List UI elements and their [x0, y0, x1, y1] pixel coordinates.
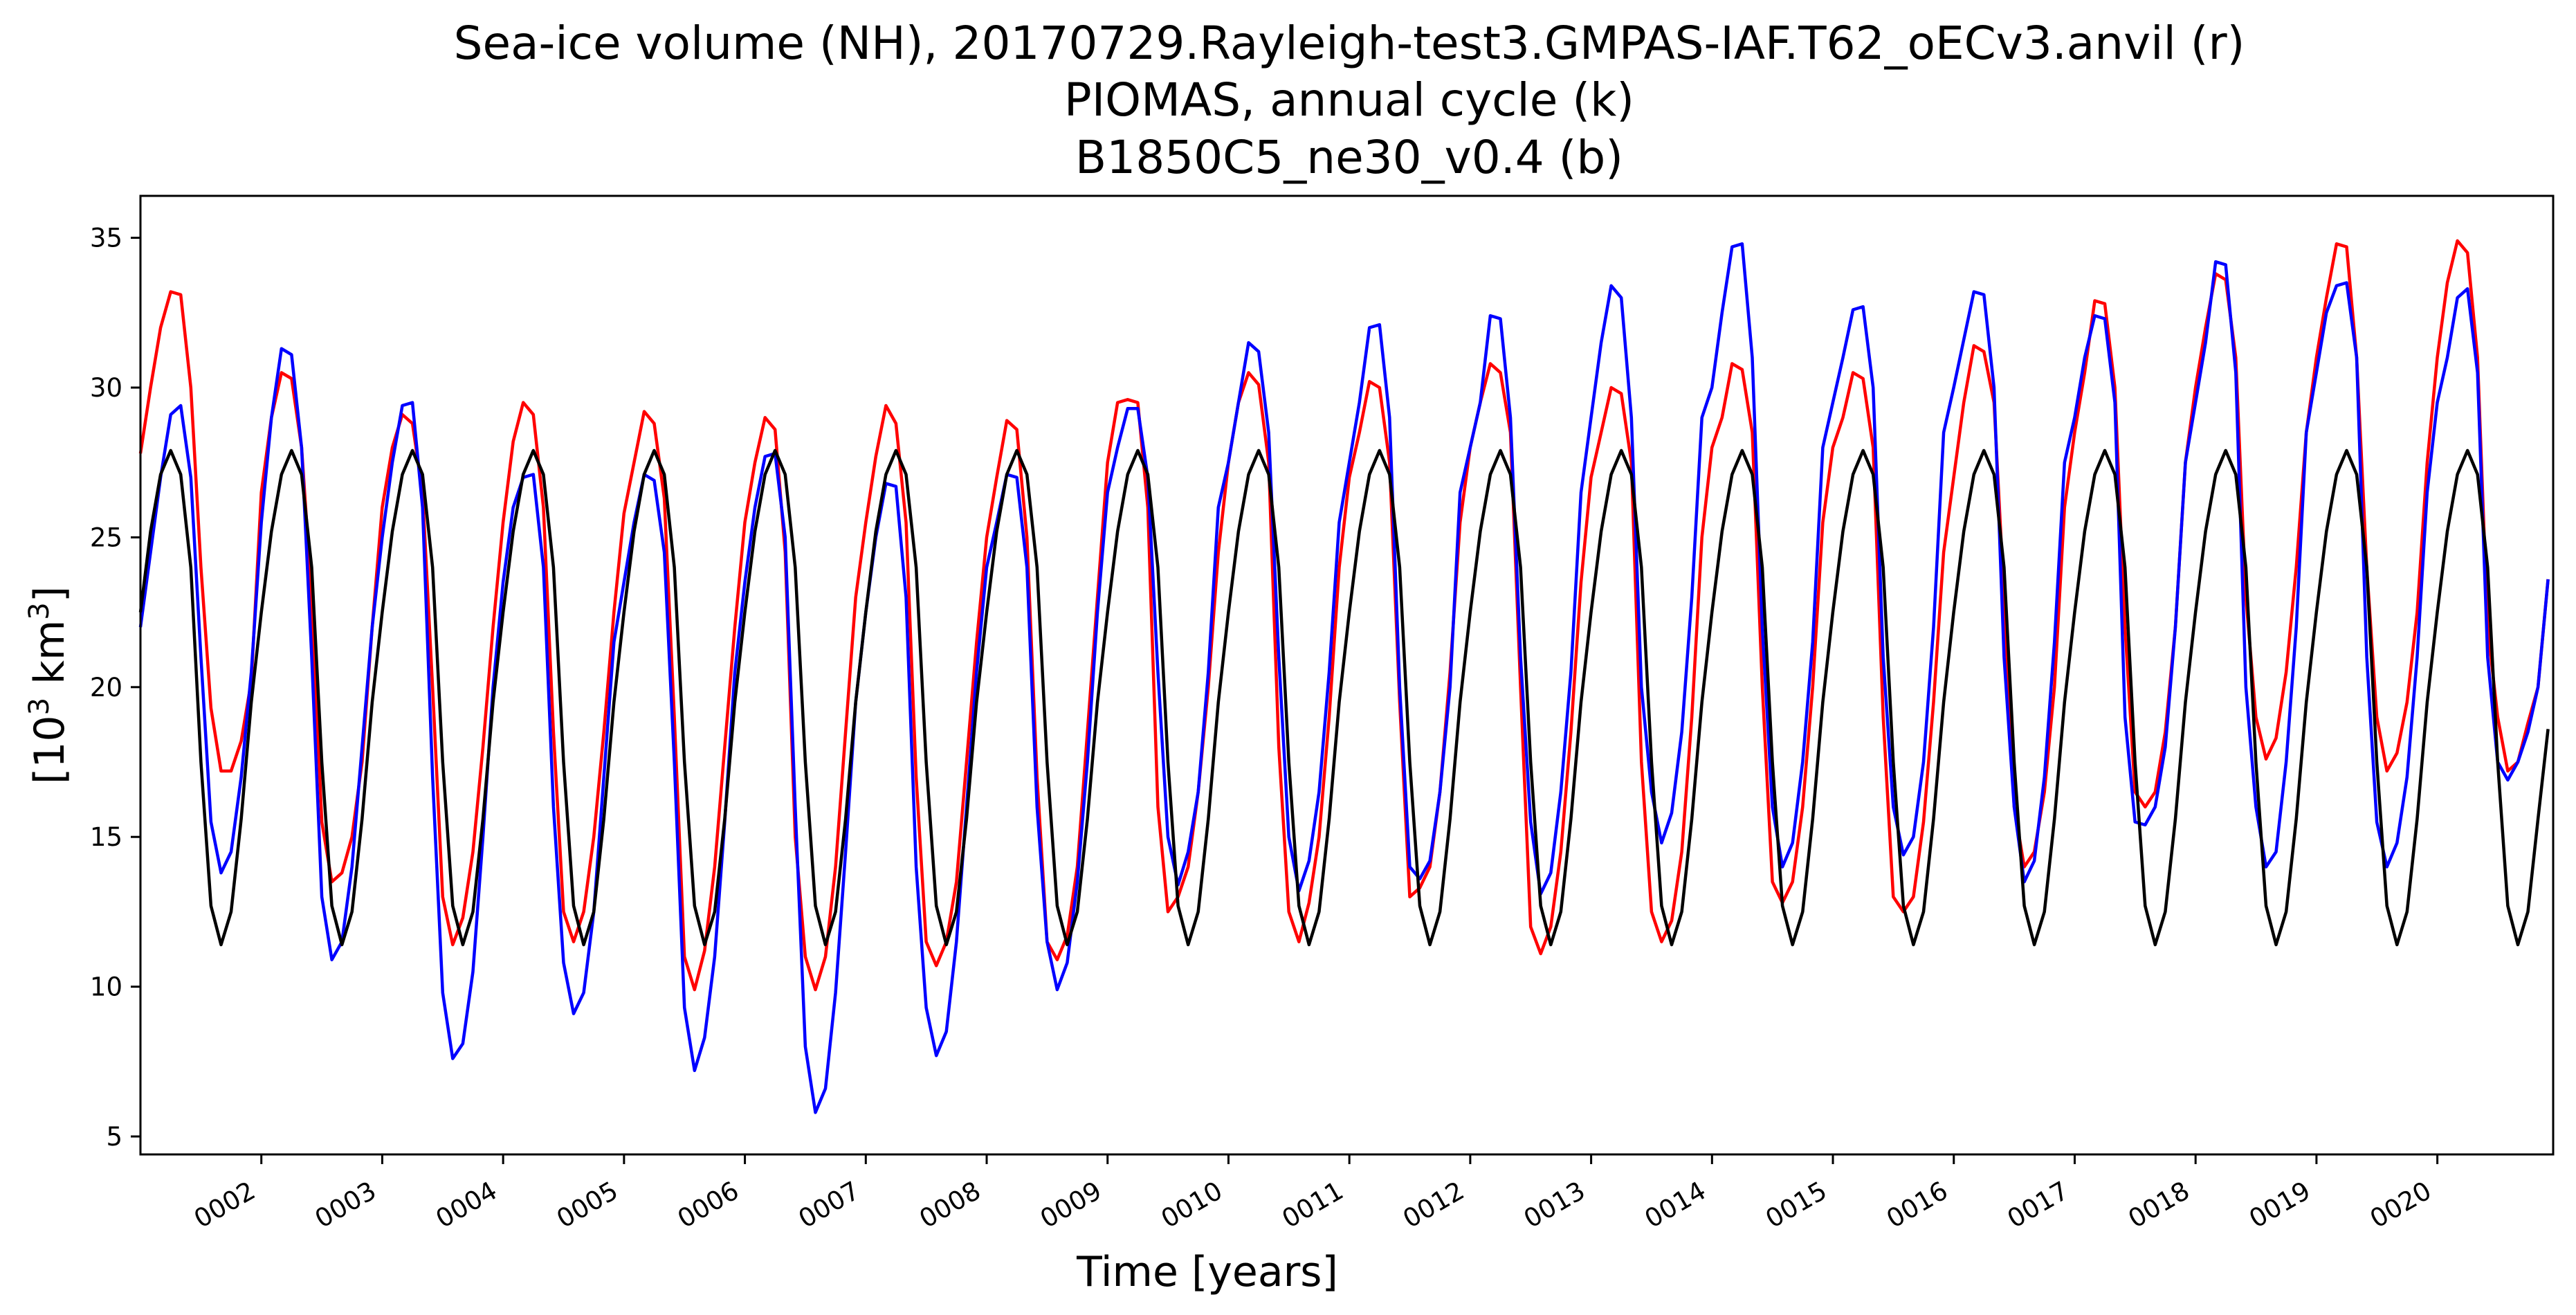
- title-line-2: PIOMAS, annual cycle (k): [1064, 73, 1634, 127]
- x-axis-label: Time [years]: [1076, 1248, 1338, 1296]
- plot-area-frame: [139, 194, 2555, 1156]
- y-tick-label-6: 35: [90, 224, 122, 253]
- y-axis-label-suffix: ]: [26, 586, 74, 602]
- series-line-1: [138, 242, 2550, 1114]
- series-line-2: [138, 448, 2550, 947]
- y-tick-label-0: 5: [106, 1122, 122, 1152]
- chart-title: Sea-ice volume (NH), 20170729.Rayleigh-t…: [454, 17, 2245, 184]
- title-line-3: B1850C5_ne30_v0.4 (b): [1075, 131, 1623, 184]
- y-tick-label-1: 10: [90, 972, 122, 1002]
- data-series: [138, 239, 2550, 1114]
- y-axis-label-exp2: 3: [24, 602, 55, 619]
- y-axis-label-exp1: 3: [24, 698, 55, 715]
- y-tick-label-2: 15: [90, 822, 122, 852]
- y-tick-label-3: 20: [90, 673, 122, 702]
- y-tick-label-5: 30: [90, 373, 122, 403]
- y-axis-label-prefix: [10: [26, 715, 74, 784]
- y-axis-label: [103 km3]: [24, 586, 74, 784]
- series-line-0: [138, 239, 2550, 992]
- title-line-1: Sea-ice volume (NH), 20170729.Rayleigh-t…: [454, 17, 2245, 70]
- y-tick-label-4: 25: [90, 523, 122, 552]
- y-axis-ticks: 5 10 15 20 25 30 35: [90, 224, 140, 1152]
- y-axis-label-mid: km: [26, 620, 74, 698]
